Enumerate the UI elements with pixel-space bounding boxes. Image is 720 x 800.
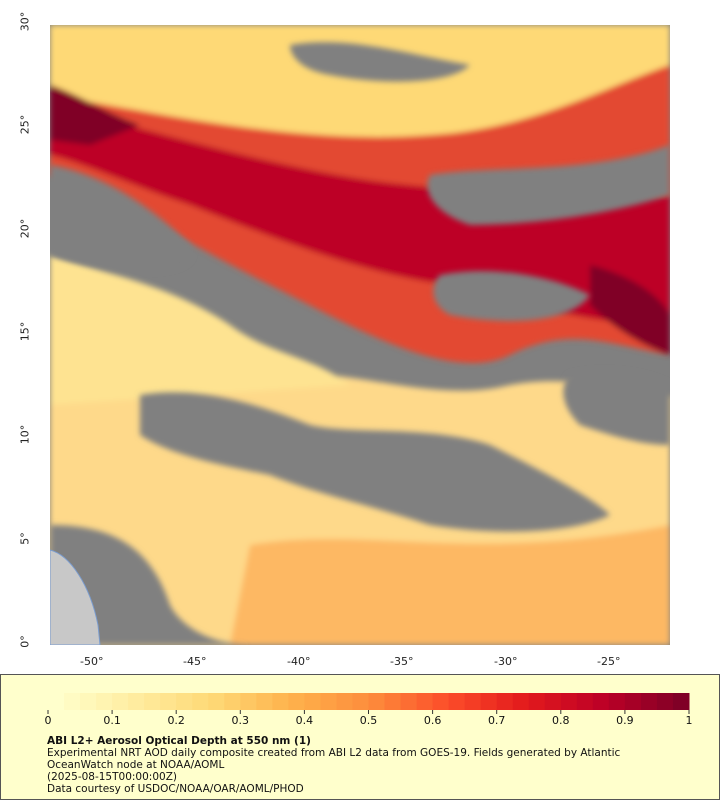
lat-tick-20: 20° bbox=[18, 218, 32, 239]
colorbar-segment bbox=[528, 693, 546, 710]
aod-map[interactable]: 0° 5° 10° 15° 20° 25° 30° -50° -45° -40°… bbox=[19, 12, 670, 668]
colorbar-segment bbox=[80, 693, 97, 710]
colorbar-segment bbox=[208, 693, 225, 710]
colorbar-segment bbox=[576, 693, 594, 710]
colorbar: 0 0.1 0.2 0.3 0.4 0.5 0.6 0.7 0.8 0.9 1 bbox=[45, 693, 693, 727]
colorbar-segment bbox=[256, 693, 273, 710]
colorbar-segment bbox=[416, 693, 434, 710]
colorbar-tick-label: 1 bbox=[686, 714, 693, 727]
colorbar-segment bbox=[352, 693, 369, 710]
colorbar-segment bbox=[48, 693, 65, 710]
colorbar-segment bbox=[320, 693, 337, 710]
colorbar-segment bbox=[432, 693, 450, 710]
colorbar-tick-label: 0.1 bbox=[103, 714, 121, 727]
legend-caption: ABI L2+ Aerosol Optical Depth at 550 nm … bbox=[47, 735, 687, 795]
colorbar-segment bbox=[640, 693, 658, 710]
aod-map-canvas bbox=[50, 25, 670, 645]
colorbar-segment bbox=[560, 693, 578, 710]
colorbar-tick-label: 0.9 bbox=[616, 714, 634, 727]
lon-tick-40: -40° bbox=[287, 655, 311, 668]
colorbar-segment bbox=[368, 693, 386, 710]
legend-description-line-2: OceanWatch node at NOAA/AOML bbox=[47, 759, 225, 771]
colorbar-segment bbox=[112, 693, 129, 710]
colorbar-segment bbox=[96, 693, 113, 710]
colorbar-segment bbox=[64, 693, 81, 710]
colorbar-tick-label: 0.7 bbox=[488, 714, 506, 727]
no-data-patches bbox=[50, 42, 670, 645]
lat-tick-25: 25° bbox=[18, 114, 32, 135]
lat-tick-5: 5° bbox=[18, 532, 32, 545]
lat-tick-10: 10° bbox=[18, 424, 32, 445]
colorbar-segment bbox=[192, 693, 209, 710]
land-south-america bbox=[50, 549, 101, 645]
lat-tick-30: 30° bbox=[18, 11, 32, 32]
legend-description-line-1: Experimental NRT AOD daily composite cre… bbox=[47, 747, 621, 759]
colorbar-segment bbox=[336, 693, 353, 710]
colorbar-segment bbox=[288, 693, 305, 710]
colorbar-tick-label: 0.2 bbox=[167, 714, 185, 727]
legend-credit: Data courtesy of USDOC/NOAA/OAR/AOML/PHO… bbox=[47, 783, 304, 795]
colorbar-segment bbox=[128, 693, 145, 710]
colorbar-segment bbox=[624, 693, 642, 710]
legend-panel: 0 0.1 0.2 0.3 0.4 0.5 0.6 0.7 0.8 0.9 1 bbox=[0, 674, 720, 800]
colorbar-tick-label: 0.4 bbox=[296, 714, 314, 727]
colorbar-segment bbox=[496, 693, 514, 710]
colorbar-segment bbox=[304, 693, 321, 710]
colorbar-segment bbox=[448, 693, 466, 710]
colorbar-segment bbox=[512, 693, 530, 710]
lon-tick-50: -50° bbox=[80, 655, 104, 668]
aod-field bbox=[50, 25, 670, 645]
legend-title: ABI L2+ Aerosol Optical Depth at 550 nm … bbox=[47, 735, 311, 747]
colorbar-segment bbox=[384, 693, 402, 710]
colorbar-segment bbox=[592, 693, 610, 710]
lat-tick-15: 15° bbox=[18, 321, 32, 342]
colorbar-segment bbox=[608, 693, 626, 710]
colorbar-tick-label: 0.3 bbox=[232, 714, 250, 727]
colorbar-tick-label: 0.6 bbox=[424, 714, 442, 727]
colorbar-segment bbox=[160, 693, 177, 710]
lon-tick-30: -30° bbox=[494, 655, 518, 668]
colorbar-tick-label: 0.8 bbox=[552, 714, 570, 727]
colorbar-segment bbox=[464, 693, 482, 710]
colorbar-segment bbox=[176, 693, 193, 710]
colorbar-segment bbox=[656, 693, 674, 710]
colorbar-segment bbox=[272, 693, 289, 710]
lon-tick-25: -25° bbox=[597, 655, 621, 668]
colorbar-tick-label: 0.5 bbox=[360, 714, 378, 727]
lon-tick-45: -45° bbox=[183, 655, 207, 668]
lon-tick-35: -35° bbox=[390, 655, 414, 668]
legend-date: (2025-08-15T00:00:00Z) bbox=[47, 771, 177, 783]
colorbar-segment bbox=[400, 693, 418, 710]
colorbar-segment bbox=[144, 693, 161, 710]
colorbar-segment bbox=[672, 693, 690, 710]
colorbar-segment bbox=[224, 693, 241, 710]
colorbar-segment bbox=[480, 693, 498, 710]
colorbar-tick-label: 0 bbox=[45, 714, 52, 727]
colorbar-segment bbox=[240, 693, 257, 710]
colorbar-segment bbox=[544, 693, 562, 710]
lat-tick-0: 0° bbox=[18, 635, 32, 648]
